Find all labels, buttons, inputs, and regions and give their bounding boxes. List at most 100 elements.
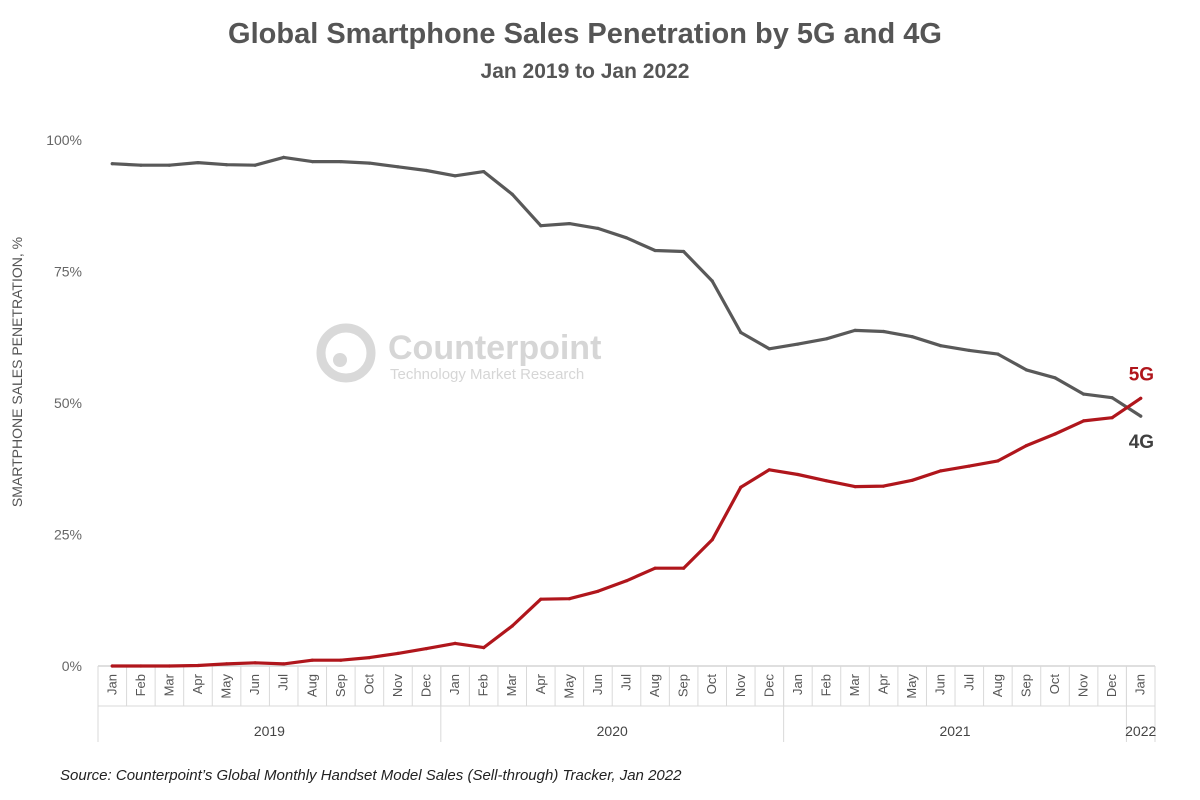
data-point-4g [853, 328, 857, 332]
watermark-name: Counterpoint [388, 329, 601, 367]
x-tick-label: Nov [390, 674, 405, 698]
data-point-4g [996, 352, 1000, 356]
y-tick-label: 75% [54, 264, 82, 280]
watermark: Counterpoint Technology Market Research [316, 323, 601, 383]
data-point-4g [310, 160, 314, 164]
data-point-5g [339, 658, 343, 662]
year-label: 2022 [1125, 723, 1156, 739]
data-point-4g [510, 192, 514, 196]
data-point-5g [453, 641, 457, 646]
data-point-5g [739, 485, 743, 489]
data-point-5g [824, 479, 829, 483]
x-tick-label: Apr [190, 673, 205, 694]
data-point-5g [1082, 419, 1086, 423]
axes: 0% 25% 50% 75% 100% Jan Feb Mar Apr May Jun Jul Aug S… [46, 132, 1156, 742]
data-point-4g [682, 249, 686, 254]
data-point-4g [910, 335, 914, 339]
data-point-4g [482, 170, 486, 174]
x-tick-label: Jan [104, 674, 119, 695]
data-point-4g [339, 160, 343, 164]
data-point-5g [939, 469, 943, 473]
data-point-4g [939, 344, 943, 348]
data-point-4g [1024, 368, 1028, 372]
data-point-4g [196, 161, 200, 165]
x-tick-label: Mar [504, 673, 519, 696]
x-tick-label: Aug [647, 674, 662, 697]
data-point-5g [882, 484, 886, 488]
source-note: Source: Counterpoint’s Global Monthly Ha… [60, 767, 682, 784]
data-point-4g [967, 348, 971, 352]
x-tick-label: Jul [961, 674, 976, 691]
x-tick-label: Jun [247, 674, 262, 695]
x-tick-label: Oct [704, 674, 719, 695]
data-point-5g [853, 485, 857, 489]
x-tick-label: Apr [876, 673, 891, 694]
data-point-4g [282, 155, 286, 159]
data-point-5g [596, 589, 600, 593]
x-tick-label: Dec [1104, 674, 1119, 698]
data-point-4g [1053, 376, 1057, 380]
x-tick-label: Aug [304, 674, 319, 697]
x-tick-label: Oct [361, 674, 376, 695]
data-point-4g [710, 279, 714, 283]
x-tick-label: Mar [847, 673, 862, 696]
x-tick-label: Nov [1076, 674, 1091, 698]
data-point-5g [539, 597, 543, 601]
data-point-5g [396, 651, 400, 656]
data-point-5g [225, 662, 229, 666]
data-point-4g [424, 168, 429, 173]
data-point-5g [1024, 444, 1028, 448]
x-tick-label: Oct [1047, 674, 1062, 695]
x-tick-label: Jul [619, 674, 634, 691]
data-point-5g [967, 464, 971, 468]
chart-title: Global Smartphone Sales Penetration by 5… [228, 18, 942, 50]
data-point-5g [910, 478, 914, 482]
counterpoint-logo-icon [316, 323, 376, 383]
x-tick-label: Apr [533, 673, 548, 694]
data-point-4g [796, 342, 800, 346]
y-tick-label: 0% [62, 658, 82, 674]
data-point-4g [596, 226, 600, 230]
x-tick-label: Jan [447, 674, 462, 695]
data-point-5g [653, 566, 657, 570]
x-tick-label: May [219, 674, 234, 699]
data-point-5g [996, 459, 1000, 463]
x-tick-label: Sep [1018, 674, 1033, 697]
x-tick-label: Feb [476, 674, 491, 696]
year-label: 2020 [597, 723, 628, 739]
data-point-4g [882, 329, 886, 334]
y-tick-label: 50% [54, 395, 82, 411]
y-tick-label: 100% [46, 132, 82, 148]
x-tick-label: Dec [419, 674, 434, 698]
x-tick-label: Aug [990, 674, 1005, 697]
data-point-5g [1110, 416, 1114, 420]
x-tick-label: Jun [590, 674, 605, 695]
x-tick-label: Jul [276, 674, 291, 691]
data-point-4g [1082, 392, 1086, 396]
data-point-4g [396, 165, 400, 169]
data-point-4g [567, 222, 572, 226]
data-point-5g [1139, 396, 1143, 400]
year-label: 2019 [254, 723, 285, 739]
y-tick-label: 25% [54, 527, 82, 543]
watermark-tagline: Technology Market Research [390, 366, 584, 383]
data-point-4g [767, 347, 771, 351]
data-point-4g [539, 224, 543, 228]
data-point-4g [653, 248, 657, 253]
data-point-4g [1110, 396, 1114, 400]
x-tick-label: Dec [761, 674, 776, 698]
data-point-5g [367, 656, 371, 660]
data-point-4g [253, 163, 257, 167]
x-tick-label: Jan [1133, 674, 1148, 695]
x-tick-label: Sep [333, 674, 348, 697]
data-point-4g [824, 337, 829, 341]
data-point-5g [196, 663, 200, 668]
data-point-5g [1053, 432, 1057, 436]
x-tick-label: Sep [676, 674, 691, 697]
series-lines: 4G 5G [110, 155, 1154, 668]
data-point-5g [796, 472, 800, 477]
x-tick-label: Nov [733, 674, 748, 698]
x-tick-label: May [561, 674, 576, 699]
data-point-5g [767, 468, 771, 472]
